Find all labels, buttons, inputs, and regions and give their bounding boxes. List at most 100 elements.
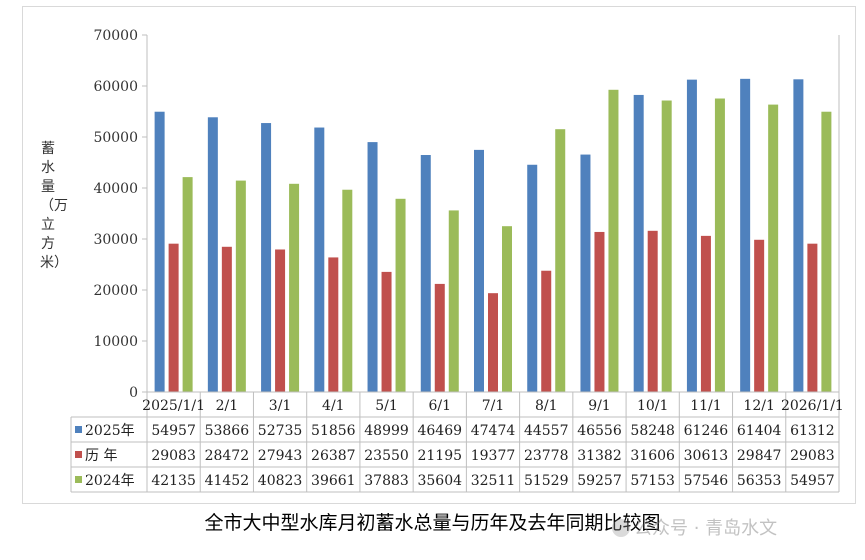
data-label: 40823 (258, 473, 303, 489)
x-tick-label: 10/1 (637, 398, 668, 414)
y-tick-label: 10000 (93, 334, 138, 350)
x-tick-label: 2025/1/1 (142, 398, 205, 414)
data-label: 46556 (577, 423, 622, 439)
y-tick-label: 20000 (93, 283, 138, 299)
bar (807, 243, 818, 392)
bar (342, 189, 353, 392)
chart-frame: 0 10000 20000 30000 40000 50000 60000 70000 2025… (22, 6, 856, 504)
data-label: 48999 (364, 423, 409, 439)
bar (154, 111, 165, 392)
data-label: 61246 (684, 423, 729, 439)
data-label: 59257 (577, 473, 622, 489)
data-label: 21195 (417, 448, 462, 464)
bar (541, 270, 552, 392)
watermark-text: 公众号 · 青岛水文 (634, 518, 778, 539)
x-tick-label: 11/1 (690, 398, 721, 414)
bar (700, 235, 711, 392)
bar (768, 104, 779, 392)
data-label: 56353 (737, 473, 782, 489)
data-label: 30613 (684, 448, 729, 464)
x-tick-label: 12/1 (743, 398, 774, 414)
data-label: 41452 (205, 473, 250, 489)
data-label: 31382 (577, 448, 622, 464)
bar (580, 154, 591, 392)
y-tick-label: 60000 (93, 79, 138, 95)
bar (367, 142, 378, 392)
x-tick-label: 2/1 (216, 398, 239, 414)
data-label: 29083 (151, 448, 196, 464)
bar (221, 246, 232, 392)
x-tick-label: 3/1 (269, 398, 292, 414)
bar (821, 111, 832, 392)
y-tick-label: 70000 (93, 28, 138, 44)
bar (289, 183, 300, 392)
data-label: 51856 (311, 423, 356, 439)
bar (661, 100, 672, 392)
data-label: 23550 (364, 448, 409, 464)
bar (381, 271, 392, 392)
bar-chart: 0 10000 20000 30000 40000 50000 60000 70000 2025… (70, 28, 844, 493)
data-label: 35604 (417, 473, 462, 489)
bar (502, 226, 512, 392)
bar (275, 249, 286, 392)
bar (182, 177, 193, 392)
bar (754, 239, 765, 392)
bar (714, 98, 725, 392)
y-axis-label: 蓄水量（万立方米） (40, 141, 68, 271)
bar (555, 129, 566, 393)
data-label: 32511 (471, 473, 516, 489)
x-tick-label: 2026/1/1 (781, 398, 844, 414)
x-tick-label: 9/1 (588, 398, 611, 414)
data-label: 37883 (364, 473, 409, 489)
data-label: 57153 (630, 473, 675, 489)
legend-label: 2024年 (85, 473, 135, 489)
data-label: 57546 (684, 473, 729, 489)
bar (395, 198, 406, 392)
data-label: 26387 (311, 448, 356, 464)
bar (488, 293, 498, 392)
data-label: 61404 (737, 423, 782, 439)
data-label: 39661 (311, 473, 356, 489)
bar (647, 230, 658, 392)
bar (740, 78, 751, 392)
x-tick-label: 5/1 (375, 398, 398, 414)
data-label: 31606 (630, 448, 675, 464)
data-label: 19377 (471, 448, 516, 464)
bar (474, 149, 484, 392)
watermark: 公众号 · 青岛水文 (612, 514, 777, 540)
data-label: 47474 (471, 423, 516, 439)
data-label: 46469 (417, 423, 462, 439)
bar (261, 123, 272, 392)
bar (633, 94, 644, 392)
x-tick-label: 6/1 (429, 398, 452, 414)
y-tick-label: 30000 (93, 232, 138, 248)
bar (207, 117, 218, 393)
bar (608, 89, 619, 392)
data-label: 54957 (151, 423, 196, 439)
bar (594, 231, 605, 392)
bar (434, 283, 445, 392)
bar (235, 180, 246, 392)
data-label: 52735 (258, 423, 303, 439)
data-label: 23778 (524, 448, 569, 464)
data-label: 42135 (151, 473, 196, 489)
data-label: 29847 (737, 448, 782, 464)
legend-label: 2025年 (85, 423, 135, 439)
chart-title: 全市大中型水库月初蓄水总量与历年及去年同期比较图 (204, 512, 661, 534)
bar (793, 79, 804, 392)
data-label: 27943 (258, 448, 303, 464)
y-tick-label: 50000 (93, 130, 138, 146)
x-tick-label: 8/1 (535, 398, 558, 414)
data-label: 51529 (524, 473, 569, 489)
bar (527, 164, 538, 392)
data-label: 58248 (630, 423, 675, 439)
data-label: 54957 (790, 473, 835, 489)
bar (314, 127, 325, 393)
x-tick-label: 7/1 (482, 398, 505, 414)
data-label: 61312 (790, 423, 835, 439)
data-label: 53866 (205, 423, 250, 439)
data-label: 28472 (205, 448, 250, 464)
bar (686, 79, 697, 393)
bar (448, 210, 459, 392)
data-label: 44557 (524, 423, 569, 439)
